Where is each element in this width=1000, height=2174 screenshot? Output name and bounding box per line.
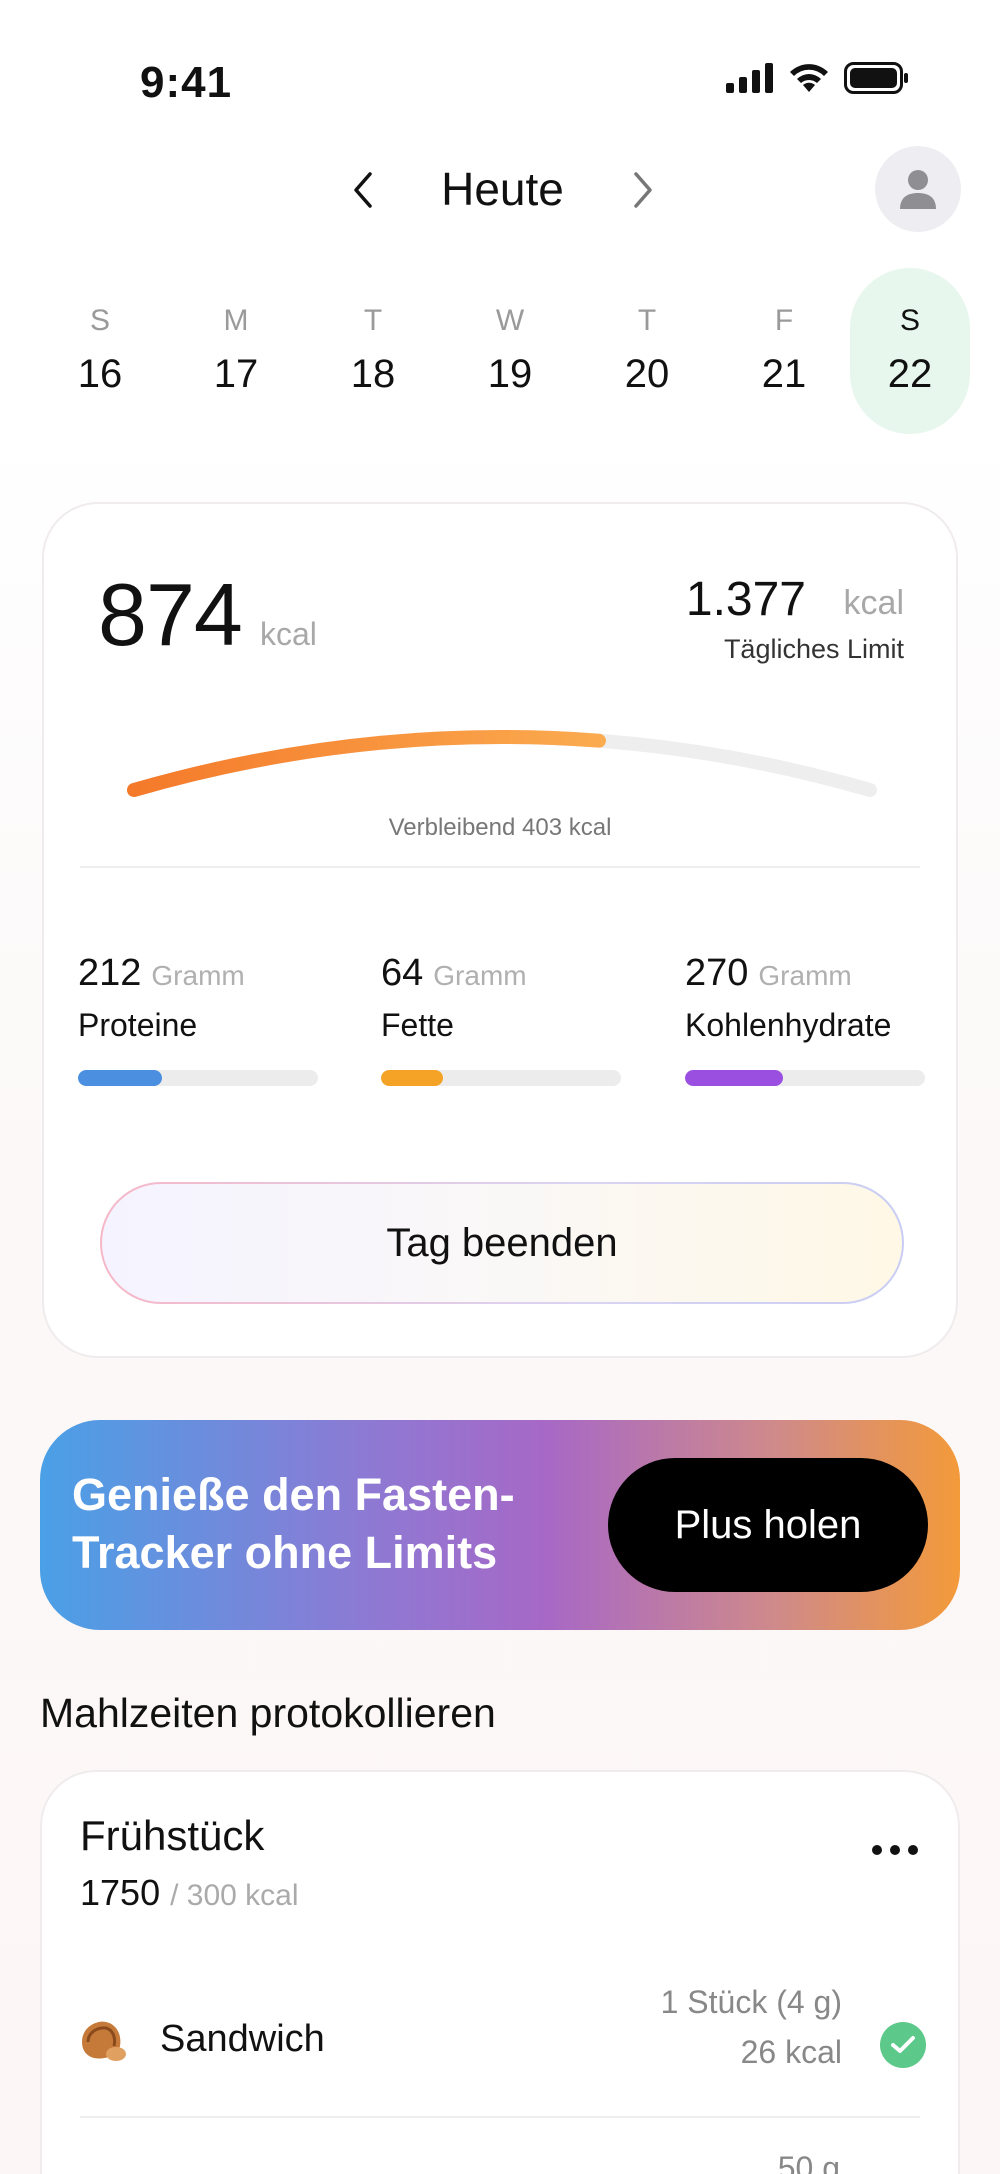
macro-progress-fill (381, 1070, 444, 1086)
day-number: 22 (887, 352, 933, 396)
divider (80, 2116, 920, 2118)
verified-check-icon (880, 2022, 926, 2068)
day-number: 18 (350, 352, 396, 396)
macro-label: Kohlenhydrate (685, 1007, 892, 1043)
day-17[interactable]: M 17 (176, 268, 296, 434)
macro-proteins: 212 Gramm Proteine (78, 952, 318, 1086)
day-22-selected[interactable]: S 22 (850, 268, 970, 434)
day-number: 21 (761, 352, 807, 396)
macro-label: Fette (381, 1007, 454, 1043)
status-time: 9:41 (140, 58, 233, 107)
macro-progress-track (78, 1070, 318, 1086)
signal-icon (726, 63, 773, 93)
macro-label: Proteine (78, 1007, 198, 1043)
chevron-left-icon (354, 172, 372, 208)
calorie-summary-card: 874 kcal 1.377 kcal Tägliches Limit Verb… (42, 502, 958, 1358)
macro-value: 212 (78, 952, 142, 994)
day-number: 20 (624, 352, 670, 396)
get-plus-button[interactable]: Plus holen (608, 1458, 928, 1592)
macro-value: 64 (381, 952, 424, 994)
day-letter: S (89, 304, 110, 337)
day-letter: F (774, 304, 794, 337)
macro-progress-fill (78, 1070, 162, 1086)
day-20[interactable]: T 20 (587, 268, 707, 434)
food-item[interactable]: Sandwich 1 Stück (4 g) 26 kcal (76, 1982, 926, 2102)
consumed-calories: 874 (98, 565, 243, 664)
more-dot-icon (872, 1845, 882, 1855)
more-dot-icon (890, 1845, 900, 1855)
week-selector: S 16 M 17 T 18 W 19 T 20 F 21 S 22 (40, 268, 980, 434)
macro-progress-fill (685, 1070, 784, 1086)
end-day-button[interactable]: Tag beenden (100, 1182, 904, 1304)
day-16[interactable]: S 16 (40, 268, 160, 434)
wifi-icon (790, 64, 828, 92)
more-options-button[interactable] (872, 1830, 918, 1870)
remaining-calories: Verbleibend 403 kcal (388, 814, 612, 841)
plus-promo-banner: Genieße den Fasten-Tracker ohne Limits P… (40, 1420, 960, 1630)
daily-limit-value: 1.377 (685, 573, 806, 626)
day-letter: M (223, 304, 249, 337)
page-title: Heute (441, 163, 564, 215)
more-dot-icon (908, 1845, 918, 1855)
food-name: Sandwich (160, 2018, 325, 2060)
macro-carbs: 270 Gramm Kohlenhydrate (685, 952, 925, 1086)
daily-limit-unit: kcal (843, 584, 904, 622)
macro-unit: Gramm (433, 960, 527, 991)
macro-unit: Gramm (758, 960, 852, 991)
day-number: 16 (77, 352, 123, 396)
user-icon (900, 170, 936, 209)
sandwich-icon (82, 2021, 126, 2061)
day-letter: S (899, 304, 920, 337)
food-amount: 50 g (777, 2150, 840, 2174)
macro-progress-track (685, 1070, 925, 1086)
meal-kcal-value: 1750 (80, 1872, 161, 1913)
day-number: 19 (487, 352, 533, 396)
macro-unit: Gramm (151, 960, 245, 991)
section-title: Mahlzeiten protokollieren (40, 1690, 496, 1736)
day-letter: T (363, 304, 383, 337)
food-kcal: 26 kcal (740, 2034, 842, 2070)
profile-button[interactable] (875, 146, 961, 232)
battery-icon (844, 62, 908, 94)
day-letter: T (637, 304, 657, 337)
meal-card-breakfast: Frühstück 1750 / 300 kcal Sandwich 1 Stü… (40, 1770, 960, 2174)
chevron-right-icon (634, 172, 652, 208)
divider (80, 866, 920, 868)
arc-fill (127, 730, 877, 797)
macro-value: 270 (685, 952, 749, 994)
meal-kcal: 1750 / 300 kcal (80, 1872, 299, 1914)
calorie-progress-arc (127, 730, 877, 797)
meal-kcal-target: / 300 kcal (170, 1879, 299, 1912)
promo-text: Genieße den Fasten-Tracker ohne Limits (72, 1469, 515, 1578)
macro-fats: 64 Gramm Fette (381, 952, 621, 1086)
daily-limit-label: Tägliches Limit (723, 634, 904, 664)
consumed-calories-unit: kcal (260, 616, 317, 652)
day-18[interactable]: T 18 (313, 268, 433, 434)
previous-day-button[interactable] (344, 160, 384, 220)
next-day-button[interactable] (622, 160, 662, 220)
day-19[interactable]: W 19 (450, 268, 570, 434)
day-21[interactable]: F 21 (724, 268, 844, 434)
food-amount: 1 Stück (4 g) (660, 1984, 842, 2020)
day-letter: W (495, 304, 525, 337)
meal-title: Frühstück (80, 1812, 265, 1859)
status-icons (726, 62, 910, 94)
macro-progress-track (381, 1070, 621, 1086)
day-number: 17 (213, 352, 259, 396)
